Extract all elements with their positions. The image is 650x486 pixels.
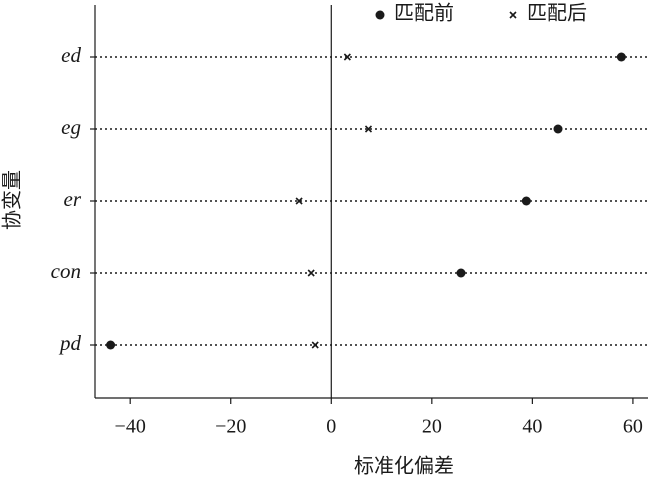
cross: [343, 53, 351, 61]
x-tick-label: 40: [522, 416, 542, 438]
x-tick-label: −40: [115, 416, 146, 438]
dot: [375, 10, 385, 20]
dot: [106, 340, 116, 350]
dot: [616, 52, 626, 62]
y-tick-label: ed: [61, 43, 81, 67]
y-tick-label: eg: [61, 115, 81, 139]
x-tick-label: 60: [623, 416, 643, 438]
cross: [295, 197, 303, 205]
y-axis-title: 协变量: [1, 170, 24, 230]
dot: [456, 268, 466, 278]
x-tick-label: 20: [422, 416, 442, 438]
cross: [364, 125, 373, 133]
x-tick-label: −20: [215, 416, 246, 438]
cross: [311, 341, 319, 349]
y-tick-label: pd: [58, 331, 82, 355]
dot: [553, 124, 563, 134]
x-tick-label: 0: [326, 416, 336, 438]
x-axis-title: 标准化偏差: [354, 455, 454, 478]
y-tick-label: con: [51, 259, 81, 283]
cross: [509, 11, 517, 19]
dot: [521, 196, 531, 206]
y-tick-label: er: [64, 187, 82, 211]
legend-label: 匹配前: [394, 2, 454, 25]
cross: [307, 269, 315, 277]
legend-label: 匹配后: [527, 2, 587, 25]
